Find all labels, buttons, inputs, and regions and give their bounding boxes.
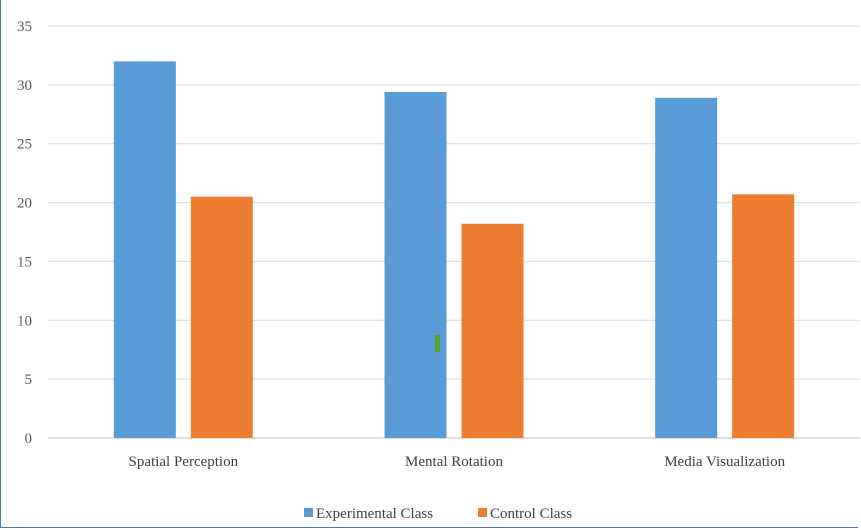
- bar-experimental-class: [113, 61, 176, 439]
- x-category-label: Media Visualization: [664, 454, 785, 470]
- bar-experimental-class: [384, 91, 447, 439]
- legend-swatch: [304, 508, 313, 517]
- y-tick-label: 5: [25, 372, 33, 388]
- x-category-label: Mental Rotation: [405, 454, 503, 470]
- y-tick-label: 20: [17, 196, 32, 212]
- legend: Experimental Class Control Class: [304, 506, 572, 522]
- legend-label: Control Class: [490, 506, 572, 522]
- x-category-label: Spatial Perception: [129, 454, 239, 470]
- green-marker: [435, 335, 440, 352]
- gridlines: [48, 25, 860, 439]
- y-tick-label: 10: [17, 313, 32, 329]
- y-axis-ticks: 0 5 10 15 20 25 30 35: [17, 19, 32, 447]
- bars: [113, 61, 795, 439]
- marker: [435, 335, 440, 352]
- y-tick-label: 25: [17, 137, 32, 153]
- bar-control-class: [732, 194, 795, 438]
- y-tick-label: 15: [17, 254, 32, 270]
- legend-label: Experimental Class: [316, 506, 433, 522]
- bar-control-class: [461, 223, 524, 438]
- y-tick-label: 35: [17, 19, 32, 35]
- x-axis-categories: Spatial Perception Mental Rotation Media V…: [129, 454, 786, 470]
- bar-control-class: [190, 196, 253, 438]
- y-tick-label: 30: [17, 78, 32, 94]
- bar-experimental-class: [655, 97, 718, 438]
- legend-swatch: [478, 508, 487, 517]
- y-tick-label: 0: [25, 431, 33, 447]
